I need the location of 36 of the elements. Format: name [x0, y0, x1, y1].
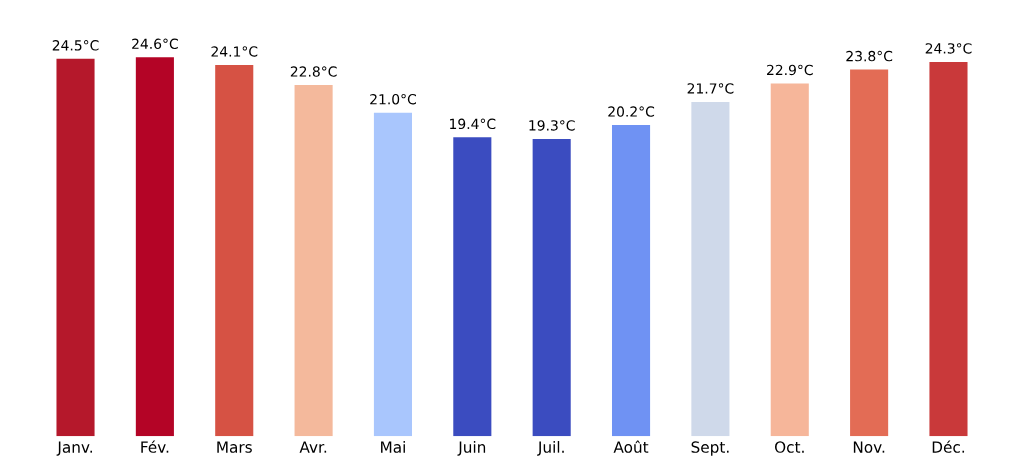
data-label: 24.3°C: [925, 43, 972, 54]
data-label: 19.4°C: [450, 118, 496, 130]
bar: [611, 125, 651, 437]
x-tick-label: Sept.: [691, 441, 729, 456]
bar: [294, 85, 333, 437]
x-tick-label: Janv.: [56, 441, 92, 456]
bar: [453, 137, 492, 437]
bar: [770, 83, 809, 437]
x-tick-label: Avr.: [299, 441, 327, 453]
x-tick-label: Mars: [217, 441, 252, 453]
data-label: 24.6°C: [132, 38, 178, 50]
bar: [691, 101, 730, 437]
data-label: 20.2°C: [608, 106, 655, 117]
x-tick-label: Nov.: [853, 441, 885, 453]
bar: [56, 58, 95, 437]
data-label: 24.1°C: [211, 46, 258, 57]
bar: [135, 57, 174, 437]
bar: [850, 69, 889, 437]
x-tick-label: Juil.: [537, 441, 564, 456]
bar: [929, 61, 968, 437]
x-tick-label: Août: [613, 440, 649, 453]
data-label: 22.9°C: [766, 64, 813, 76]
data-label: 21.0°C: [370, 93, 416, 105]
bar: [215, 64, 254, 437]
data-label: 23.8°C: [846, 50, 893, 62]
bar: [532, 138, 571, 437]
data-label: 19.3°C: [529, 120, 575, 131]
bar: [373, 112, 413, 437]
data-label: 24.5°C: [52, 40, 99, 51]
x-tick-label: Fév.: [141, 440, 169, 453]
x-tick-label: Oct.: [774, 441, 804, 453]
data-label: 22.8°C: [290, 66, 337, 77]
x-tick-label: Mai: [381, 441, 405, 453]
x-tick-label: Juin: [457, 441, 486, 456]
data-label: 21.7°C: [687, 83, 734, 94]
x-tick-label: Déc.: [932, 440, 965, 453]
